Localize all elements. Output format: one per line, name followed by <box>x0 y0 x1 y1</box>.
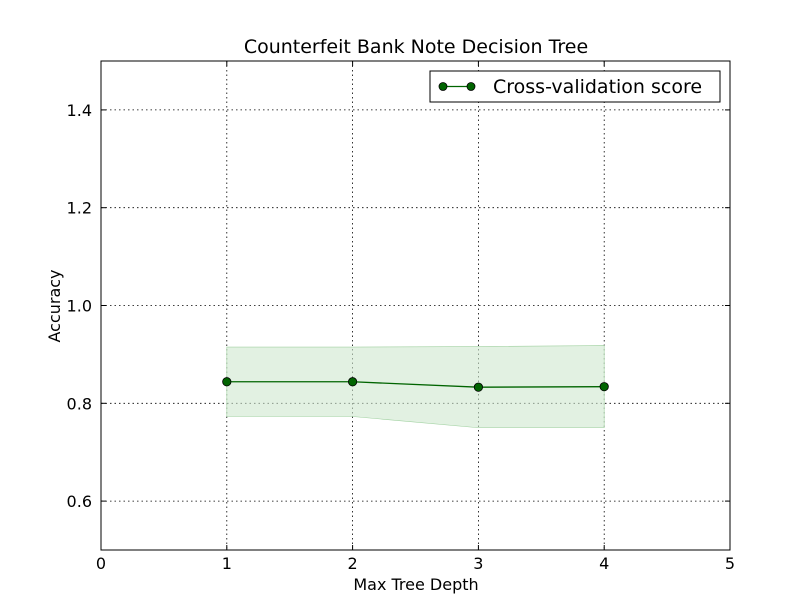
y-axis-label: Accuracy <box>45 269 64 342</box>
legend-marker-right <box>466 82 476 91</box>
series-line-layer <box>226 381 605 388</box>
legend: Cross-validation score <box>429 70 721 103</box>
axis-tick-layer: 0 1 2 3 4 5 0.6 0.8 1.0 1.2 1.4 <box>67 61 735 573</box>
data-point <box>222 377 232 387</box>
x-tick-label: 3 <box>473 554 483 573</box>
x-tick-label: 1 <box>222 554 232 573</box>
y-tick-label: 1.0 <box>67 297 92 316</box>
x-tick-label: 2 <box>348 554 358 573</box>
confidence-band <box>226 345 605 429</box>
y-tick-label: 1.2 <box>67 199 92 218</box>
y-tick-label: 0.8 <box>67 394 92 413</box>
legend-marker-left <box>438 82 448 91</box>
data-point <box>347 377 358 387</box>
y-tick-label: 0.6 <box>67 492 92 511</box>
series-point-layer <box>222 377 609 392</box>
plot-area-frame <box>100 60 731 551</box>
x-tick-label: 0 <box>96 554 106 573</box>
chart-title: Counterfeit Bank Note Decision Tree <box>244 36 588 58</box>
confidence-band-layer <box>226 345 605 429</box>
x-tick-label: 5 <box>725 554 735 573</box>
data-point <box>599 382 609 392</box>
series-line <box>226 381 605 388</box>
legend-label: Cross-validation score <box>493 76 702 98</box>
y-tick-label: 1.4 <box>67 101 92 120</box>
data-point <box>473 382 483 392</box>
x-axis-label: Max Tree Depth <box>353 575 478 594</box>
grid-layer <box>101 61 730 550</box>
legend-box <box>429 70 721 103</box>
x-tick-label: 4 <box>599 554 609 573</box>
